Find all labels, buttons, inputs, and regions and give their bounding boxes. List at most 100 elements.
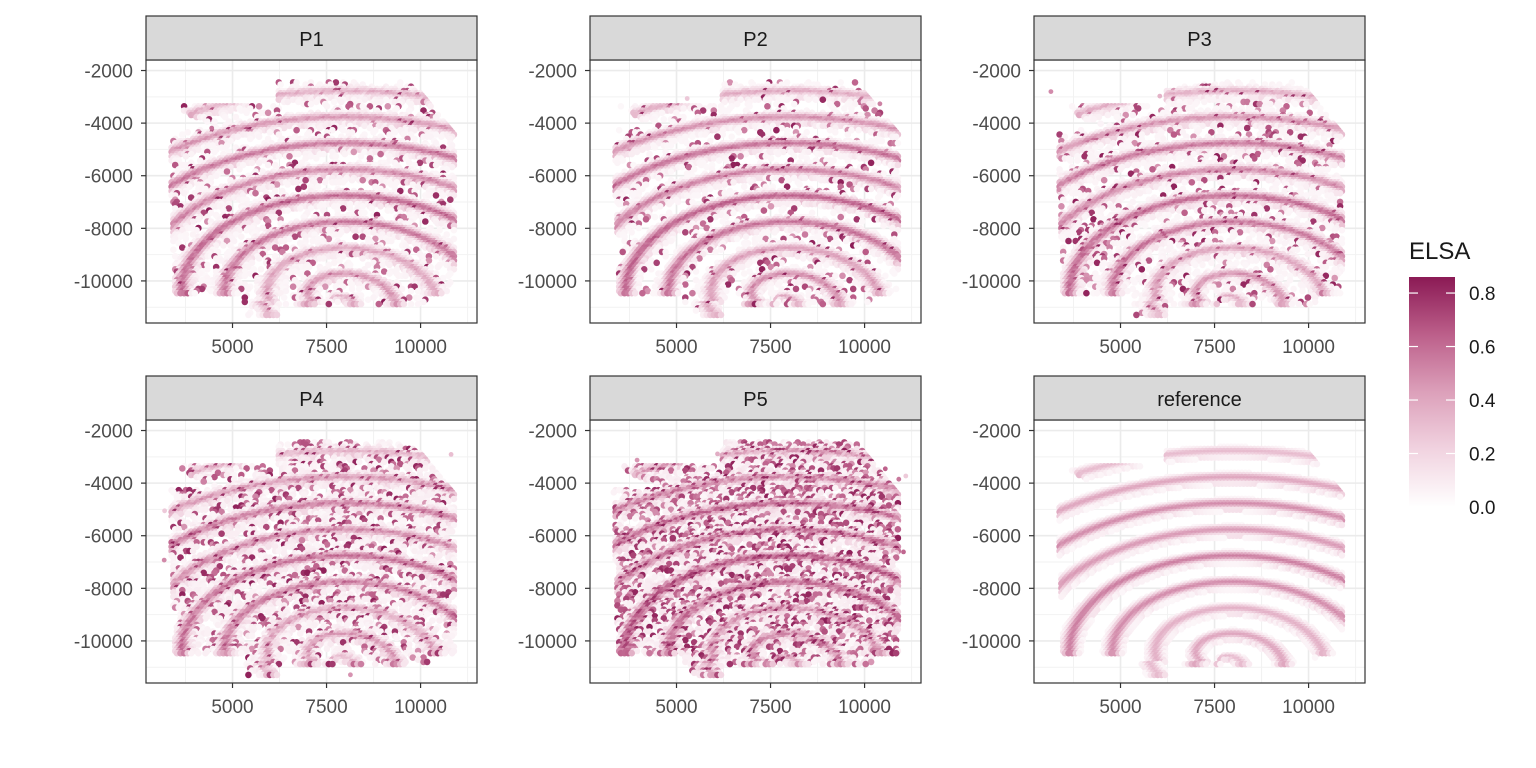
spot-outlier bbox=[209, 125, 215, 131]
spot bbox=[264, 109, 272, 117]
spot bbox=[293, 179, 300, 186]
spot bbox=[313, 98, 320, 106]
spot bbox=[311, 300, 318, 308]
spot bbox=[204, 118, 211, 125]
x-tick-label: 10000 bbox=[394, 337, 447, 358]
spot bbox=[411, 135, 418, 143]
spot bbox=[330, 98, 338, 106]
spot bbox=[414, 300, 422, 308]
spot bbox=[407, 287, 415, 295]
spot bbox=[361, 209, 368, 217]
spot bbox=[432, 192, 440, 199]
spot bbox=[364, 296, 372, 304]
y-tick-label: -2000 bbox=[84, 62, 133, 83]
spot bbox=[179, 131, 186, 138]
spot bbox=[375, 300, 383, 308]
y-tick-label: -10000 bbox=[74, 272, 133, 293]
spot bbox=[295, 185, 302, 193]
spot bbox=[223, 168, 231, 175]
spot bbox=[341, 150, 349, 158]
spot bbox=[336, 231, 343, 238]
spot bbox=[257, 266, 265, 273]
spots-P2 bbox=[612, 79, 902, 319]
spot bbox=[246, 105, 254, 112]
spot bbox=[434, 263, 442, 271]
spot bbox=[307, 100, 315, 108]
spot bbox=[450, 226, 458, 234]
spot bbox=[869, 100, 877, 108]
spot bbox=[350, 148, 358, 156]
spot bbox=[405, 107, 413, 114]
spot bbox=[321, 179, 329, 186]
spot bbox=[765, 96, 773, 103]
spot bbox=[289, 283, 297, 291]
spot bbox=[277, 81, 284, 88]
spot bbox=[211, 148, 218, 156]
spot bbox=[284, 181, 292, 188]
spot bbox=[313, 155, 320, 162]
spot bbox=[427, 103, 434, 110]
spot bbox=[370, 129, 377, 136]
spot bbox=[386, 261, 393, 269]
spot bbox=[377, 203, 384, 210]
spot bbox=[238, 233, 245, 240]
spot bbox=[338, 98, 345, 106]
spot bbox=[323, 103, 331, 110]
spot bbox=[255, 103, 263, 110]
spot bbox=[264, 161, 272, 169]
spot bbox=[191, 289, 199, 297]
spot bbox=[243, 109, 250, 117]
y-tick-label: -8000 bbox=[84, 219, 133, 240]
spot bbox=[805, 96, 812, 103]
spot bbox=[284, 98, 292, 106]
spot bbox=[295, 150, 302, 158]
spot bbox=[764, 103, 771, 110]
spot bbox=[348, 176, 356, 184]
spot bbox=[241, 272, 249, 280]
spot bbox=[255, 255, 263, 262]
spot bbox=[377, 150, 384, 158]
spot bbox=[245, 311, 252, 319]
spot bbox=[357, 300, 365, 308]
spot bbox=[438, 133, 445, 140]
spot bbox=[790, 100, 798, 108]
spot bbox=[180, 189, 188, 197]
spot bbox=[386, 270, 393, 277]
spot bbox=[282, 300, 290, 308]
spot bbox=[320, 255, 327, 262]
spot bbox=[384, 103, 392, 110]
spot bbox=[439, 192, 447, 199]
spot bbox=[273, 311, 281, 319]
spot bbox=[302, 176, 309, 184]
spot bbox=[755, 96, 762, 103]
spot bbox=[182, 235, 190, 243]
spot bbox=[227, 107, 234, 114]
spot bbox=[407, 300, 415, 308]
spot bbox=[334, 298, 342, 306]
spot bbox=[361, 96, 368, 103]
spot bbox=[837, 79, 844, 86]
x-tick-label: 7500 bbox=[305, 337, 347, 358]
spot bbox=[388, 207, 395, 214]
spot bbox=[851, 79, 859, 86]
spot bbox=[266, 129, 274, 136]
spot bbox=[280, 237, 288, 245]
spot bbox=[348, 285, 356, 293]
spot bbox=[245, 285, 252, 293]
spot bbox=[232, 113, 240, 121]
spot bbox=[320, 150, 327, 158]
spot bbox=[339, 179, 347, 186]
spot bbox=[296, 205, 304, 212]
spot bbox=[819, 96, 827, 103]
facet-label: P1 bbox=[299, 29, 323, 51]
spot bbox=[724, 107, 732, 114]
spot bbox=[234, 289, 241, 297]
spot bbox=[293, 126, 300, 134]
spot bbox=[332, 79, 340, 86]
spot bbox=[680, 105, 687, 112]
spot bbox=[425, 192, 433, 199]
spot bbox=[447, 196, 454, 203]
spot bbox=[255, 159, 263, 167]
